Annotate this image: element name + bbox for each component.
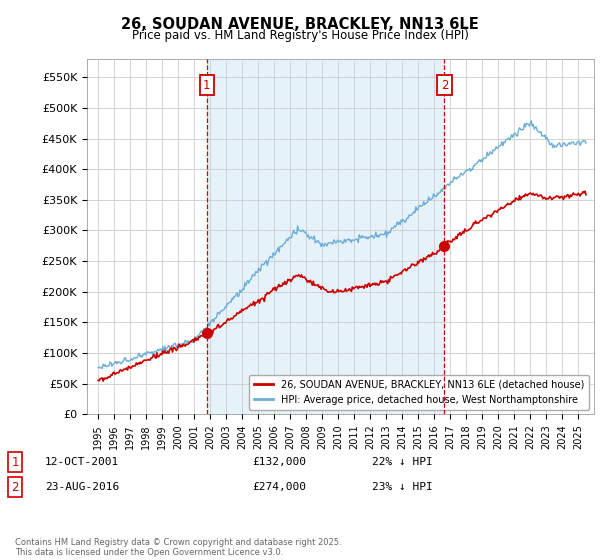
Text: 23% ↓ HPI: 23% ↓ HPI [372, 482, 433, 492]
Text: £132,000: £132,000 [252, 457, 306, 467]
Text: £274,000: £274,000 [252, 482, 306, 492]
Text: Contains HM Land Registry data © Crown copyright and database right 2025.
This d: Contains HM Land Registry data © Crown c… [15, 538, 341, 557]
Text: 22% ↓ HPI: 22% ↓ HPI [372, 457, 433, 467]
Text: 26, SOUDAN AVENUE, BRACKLEY, NN13 6LE: 26, SOUDAN AVENUE, BRACKLEY, NN13 6LE [121, 17, 479, 32]
Text: Price paid vs. HM Land Registry's House Price Index (HPI): Price paid vs. HM Land Registry's House … [131, 29, 469, 42]
Text: 2: 2 [11, 480, 19, 494]
Legend: 26, SOUDAN AVENUE, BRACKLEY, NN13 6LE (detached house), HPI: Average price, deta: 26, SOUDAN AVENUE, BRACKLEY, NN13 6LE (d… [249, 375, 589, 409]
Text: 2: 2 [441, 78, 448, 92]
Text: 12-OCT-2001: 12-OCT-2001 [45, 457, 119, 467]
Bar [207, 59, 445, 414]
Text: 1: 1 [203, 78, 211, 92]
Text: 23-AUG-2016: 23-AUG-2016 [45, 482, 119, 492]
Text: 1: 1 [11, 455, 19, 469]
